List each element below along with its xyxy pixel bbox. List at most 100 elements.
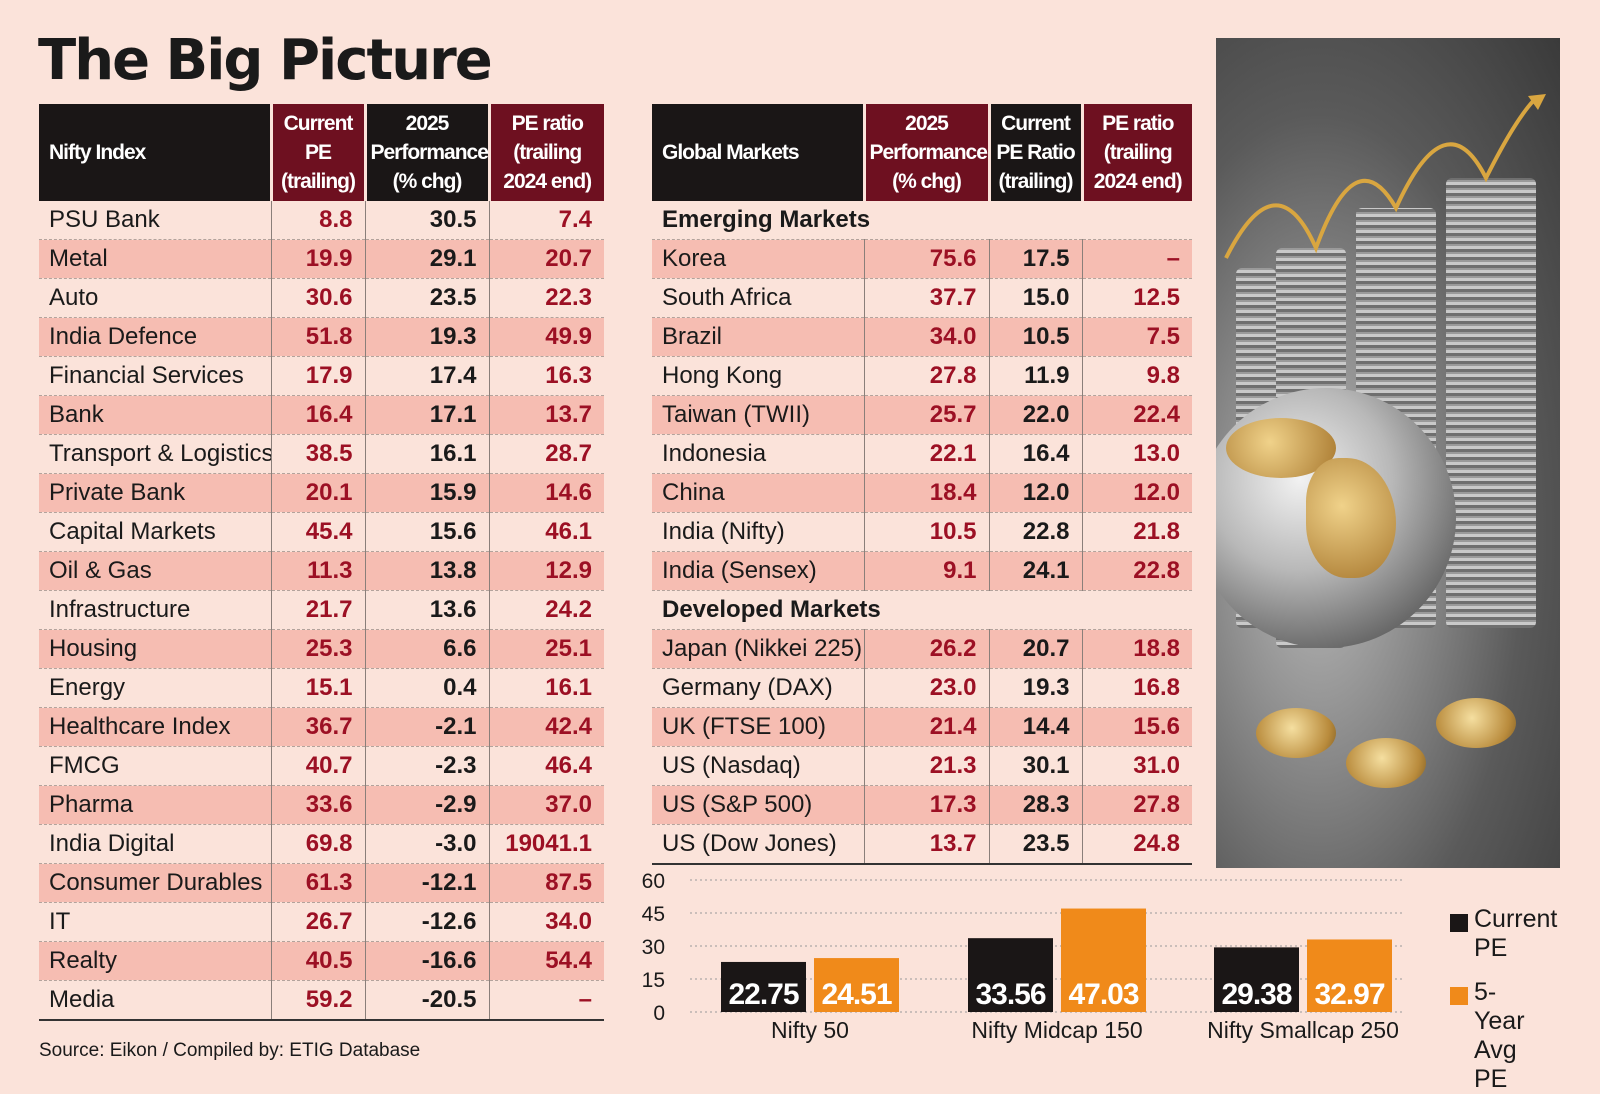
performance-2025: 13.6: [365, 590, 490, 630]
current-pe: 36.7: [271, 707, 366, 747]
index-name: Financial Services: [39, 356, 272, 396]
market-name: Korea: [652, 239, 865, 279]
bar-value-label: 29.38: [1221, 978, 1291, 1011]
performance-2025: 6.6: [365, 629, 490, 669]
performance-2025: -16.6: [365, 941, 490, 981]
table-row: India Defence 51.8 19.3 49.9: [39, 317, 604, 357]
pe-2024: 13.0: [1082, 434, 1192, 474]
table-row: China 18.4 12.0 12.0: [652, 473, 1192, 513]
table-row: Infrastructure 21.7 13.6 24.2: [39, 590, 604, 630]
pe-2024: –: [1082, 239, 1192, 279]
table-row: Consumer Durables 61.3 -12.1 87.5: [39, 863, 604, 903]
bar: [1307, 939, 1392, 1012]
index-name: IT: [39, 902, 272, 942]
table-row: Pharma 33.6 -2.9 37.0: [39, 785, 604, 825]
bar: [968, 938, 1053, 1012]
y-tick-label: 15: [642, 969, 665, 992]
y-tick-label: 30: [642, 936, 665, 959]
index-name: Consumer Durables: [39, 863, 272, 903]
market-name: Indonesia: [652, 434, 865, 474]
table-row: Auto 30.6 23.5 22.3: [39, 278, 604, 318]
performance-2025: 21.3: [864, 746, 990, 786]
current-pe: 11.9: [989, 356, 1083, 396]
bar-value-label: 33.56: [975, 978, 1045, 1011]
table-row: South Africa 37.7 15.0 12.5: [652, 278, 1192, 318]
performance-2025: 25.7: [864, 395, 990, 435]
bar-value-label: 22.75: [728, 978, 798, 1011]
table-row: Financial Services 17.9 17.4 16.3: [39, 356, 604, 396]
market-name: Hong Kong: [652, 356, 865, 396]
performance-2025: -2.3: [365, 746, 490, 786]
source-note: Source: Eikon / Compiled by: ETIG Databa…: [39, 1040, 421, 1061]
table-row: Oil & Gas 11.3 13.8 12.9: [39, 551, 604, 591]
table-row: Capital Markets 45.4 15.6 46.1: [39, 512, 604, 552]
market-name: China: [652, 473, 865, 513]
performance-2025: 17.4: [365, 356, 490, 396]
pe-2024: 34.0: [489, 902, 604, 942]
table-row: Transport & Logistics 38.5 16.1 28.7: [39, 434, 604, 474]
performance-2025: -12.1: [365, 863, 490, 903]
pe-2024: 46.1: [489, 512, 604, 552]
index-name: Private Bank: [39, 473, 272, 513]
performance-2025: 17.3: [864, 785, 990, 825]
table-row: Hong Kong 27.8 11.9 9.8: [652, 356, 1192, 396]
current-pe: 28.3: [989, 785, 1083, 825]
bar: [721, 961, 806, 1012]
current-pe: 38.5: [271, 434, 366, 474]
table-row: Indonesia 22.1 16.4 13.0: [652, 434, 1192, 474]
table-row: Metal 19.9 29.1 20.7: [39, 239, 604, 279]
performance-2025: 9.1: [864, 551, 990, 591]
index-name: Infrastructure: [39, 590, 272, 630]
header-nifty-index: Nifty Index: [39, 104, 273, 201]
current-pe: 8.8: [271, 201, 366, 240]
bar-value-label: 32.97: [1314, 978, 1384, 1011]
current-pe: 14.4: [989, 707, 1083, 747]
table-row: Germany (DAX) 23.0 19.3 16.8: [652, 668, 1192, 708]
current-pe: 26.7: [271, 902, 366, 942]
current-pe: 16.4: [271, 395, 366, 435]
table-row: Media 59.2 -20.5–: [39, 980, 604, 1021]
bar: [1214, 947, 1299, 1012]
performance-2025: 15.6: [365, 512, 490, 552]
current-pe: 20.7: [989, 629, 1083, 669]
current-pe: 15.0: [989, 278, 1083, 318]
pe-2024: 42.4: [489, 707, 604, 747]
pe-2024: 21.8: [1082, 512, 1192, 552]
table-row: Bank 16.4 17.1 13.7: [39, 395, 604, 435]
performance-2025: -2.9: [365, 785, 490, 825]
performance-2025: 15.9: [365, 473, 490, 513]
current-pe: 40.7: [271, 746, 366, 786]
pe-2024: 87.5: [489, 863, 604, 903]
current-pe: 24.1: [989, 551, 1083, 591]
current-pe: 17.9: [271, 356, 366, 396]
index-name: Bank: [39, 395, 272, 435]
table-row: FMCG 40.7 -2.3 46.4: [39, 746, 604, 786]
table-row: Taiwan (TWII) 25.7 22.0 22.4: [652, 395, 1192, 435]
market-name: US (S&P 500): [652, 785, 865, 825]
current-pe: 20.1: [271, 473, 366, 513]
market-name: US (Nasdaq): [652, 746, 865, 786]
current-pe: 25.3: [271, 629, 366, 669]
pe-2024: 16.3: [489, 356, 604, 396]
performance-2025: 37.7: [864, 278, 990, 318]
performance-2025: 30.5: [365, 201, 490, 240]
market-name: South Africa: [652, 278, 865, 318]
table-row: US (Nasdaq) 21.3 30.1 31.0: [652, 746, 1192, 786]
pe-2024: 22.3: [489, 278, 604, 318]
current-pe: 12.0: [989, 473, 1083, 513]
pe-2024: 24.2: [489, 590, 604, 630]
table-row: Housing 25.3 6.6 25.1: [39, 629, 604, 669]
index-name: Media: [39, 980, 272, 1021]
nifty-index-table: Nifty Index Current PE (trailing) 2025 P…: [39, 104, 604, 1021]
market-name: US (Dow Jones): [652, 824, 865, 865]
performance-2025: 17.1: [365, 395, 490, 435]
performance-2025: 21.4: [864, 707, 990, 747]
bar-value-label: 24.51: [821, 978, 891, 1011]
current-pe: 22.8: [989, 512, 1083, 552]
table-row: IT 26.7 -12.6 34.0: [39, 902, 604, 942]
index-name: PSU Bank: [39, 201, 272, 240]
performance-2025: 29.1: [365, 239, 490, 279]
pe-2024: 12.5: [1082, 278, 1192, 318]
pe-2024: 7.4: [489, 201, 604, 240]
index-name: Transport & Logistics: [39, 434, 272, 474]
